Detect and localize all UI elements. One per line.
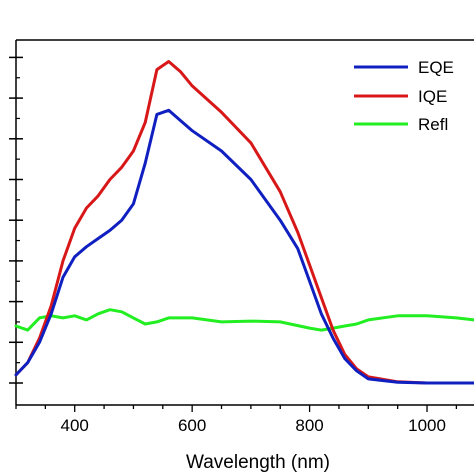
x-tick-label: 400 xyxy=(61,416,89,435)
x-tick-label: 1000 xyxy=(408,416,446,435)
x-tick-label: 800 xyxy=(295,416,323,435)
series-line-iqe xyxy=(14,60,474,385)
legend-label-iqe: IQE xyxy=(418,87,447,106)
series-line-eqe xyxy=(14,108,474,385)
series-lines xyxy=(14,60,474,385)
series-line-refl xyxy=(14,308,474,332)
x-axis-title: Wavelength (nm) xyxy=(186,452,330,473)
x-tick-label: 600 xyxy=(178,416,206,435)
x-axis-ticks: 400 600 800 1000 xyxy=(15,405,458,435)
legend-label-refl: Refl xyxy=(418,115,448,134)
y-axis-ticks xyxy=(9,56,23,384)
legend: EQE IQE Refl xyxy=(354,58,454,134)
legend-label-eqe: EQE xyxy=(418,58,454,77)
